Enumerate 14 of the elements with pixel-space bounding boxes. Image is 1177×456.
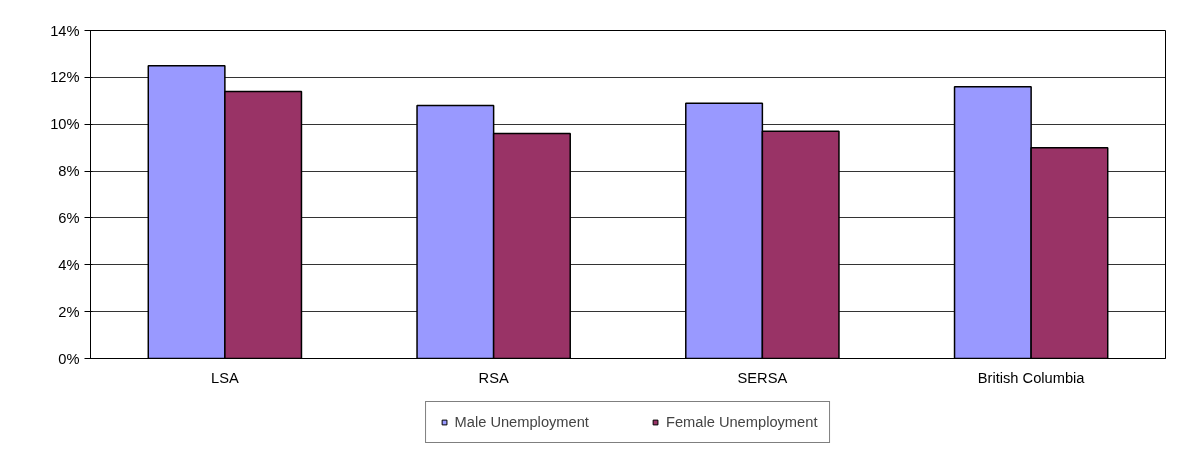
x-tick-label: British Columbia	[977, 369, 1086, 386]
y-tick-label: 14%	[50, 22, 80, 39]
x-tick-label: LSA	[211, 369, 239, 386]
y-tick-label: 8%	[58, 163, 80, 180]
x-tick-label: RSA	[478, 369, 509, 386]
y-tick-label: 2%	[58, 303, 80, 320]
legend-label: Male Unemployment	[454, 414, 589, 430]
y-tick-label: 10%	[50, 116, 80, 133]
legend-label: Female Unemployment	[665, 414, 818, 430]
y-tick-label: 12%	[50, 69, 80, 86]
x-tick-label: SERSA	[737, 369, 788, 386]
y-tick-label: 6%	[58, 209, 80, 226]
y-tick-label: 4%	[58, 256, 80, 273]
y-tick-label: 0%	[58, 350, 80, 367]
